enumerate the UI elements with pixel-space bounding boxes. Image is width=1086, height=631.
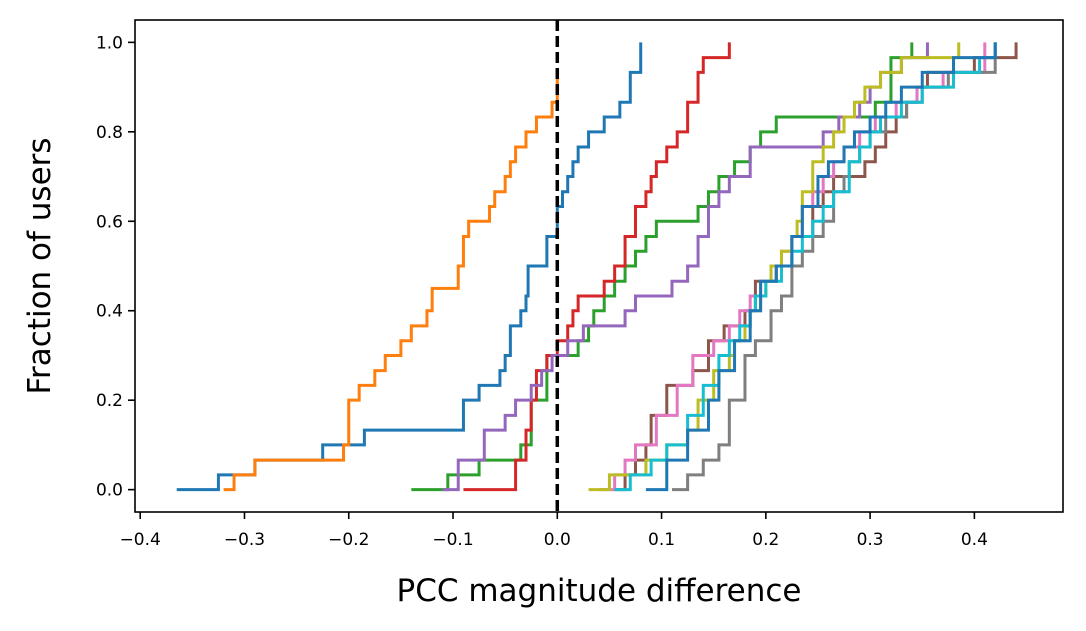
y-tick-label: 0.0	[96, 481, 123, 501]
x-tick-label: 0.3	[857, 530, 884, 550]
y-tick-label: 0.8	[96, 123, 123, 143]
x-tick-label: −0.1	[432, 530, 473, 550]
y-tick-label: 0.2	[96, 391, 123, 411]
x-tick-label: 0.2	[752, 530, 779, 550]
series-line-5	[442, 42, 929, 492]
series-layer	[176, 42, 1018, 492]
x-axis-title: PCC magnitude difference	[397, 573, 802, 609]
x-tick-label: 0.0	[544, 530, 571, 550]
x-tick-label: −0.3	[224, 530, 265, 550]
series-line-1	[176, 42, 643, 492]
x-tick-label: 0.4	[961, 530, 988, 550]
y-tick-label: 0.6	[96, 212, 123, 232]
plot-frame	[134, 19, 1064, 513]
series-line-2	[223, 72, 559, 492]
x-tick-label: −0.2	[328, 530, 369, 550]
y-axis: 0.0 0.2 0.4 0.6 0.8 1.0	[96, 33, 135, 501]
y-axis-title: Fraction of users	[22, 137, 58, 394]
x-axis: −0.4 −0.3 −0.2 −0.1 0.0 0.1 0.2 0.3 0.4	[120, 512, 988, 550]
series-line-11	[645, 42, 997, 492]
x-tick-label: −0.4	[120, 530, 161, 550]
series-line-4	[463, 42, 731, 492]
y-tick-label: 0.4	[96, 302, 123, 322]
x-tick-label: 0.1	[648, 530, 675, 550]
y-tick-label: 1.0	[96, 33, 123, 53]
